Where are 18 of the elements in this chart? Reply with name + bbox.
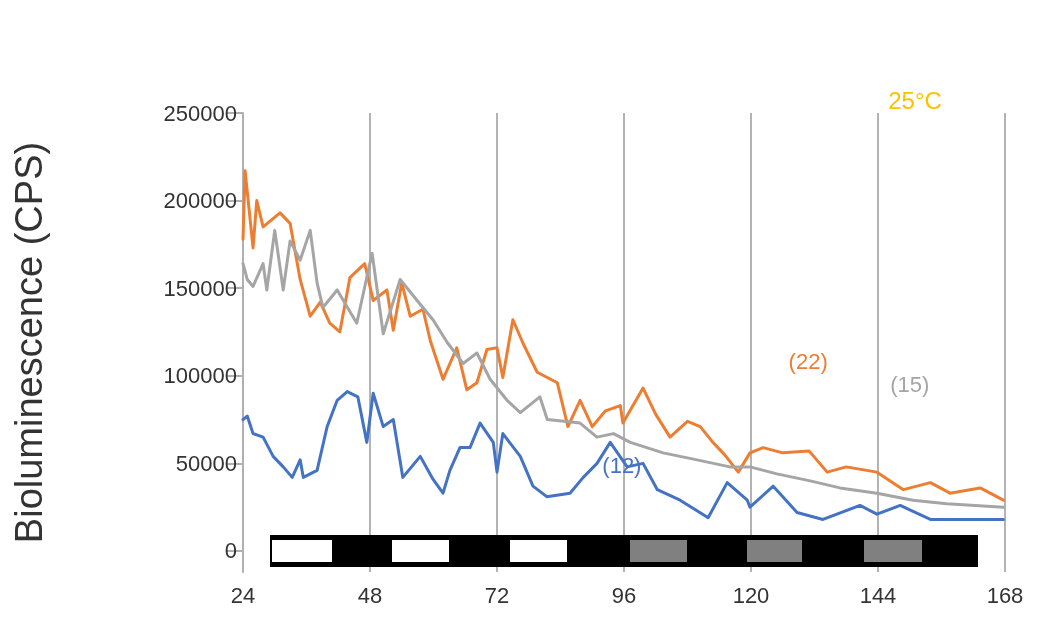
annotation: 25°C: [888, 86, 942, 114]
x-tick-label: 168: [986, 582, 1024, 608]
text: (22): [788, 349, 828, 375]
y-tick-label: 50000: [175, 450, 237, 476]
y-tick-label: 100000: [163, 363, 237, 389]
text: (15): [890, 372, 930, 398]
y-tick-label: 200000: [163, 188, 237, 214]
x-tick-label: 120: [732, 582, 770, 608]
x-tick-label: 144: [859, 582, 897, 608]
y-tick-label: 250000: [163, 100, 237, 126]
x-tick-label: 48: [357, 582, 383, 608]
y-tick-label: 150000: [163, 275, 237, 301]
y-tick-label: 0: [224, 538, 237, 564]
x-tick-label: 96: [611, 582, 637, 608]
x-tick-label: 24: [230, 582, 256, 608]
line-series: [241, 169, 1005, 502]
y-axis-title: Bioluminescence (CPS): [8, 141, 50, 544]
x-tick-label: 72: [484, 582, 510, 608]
